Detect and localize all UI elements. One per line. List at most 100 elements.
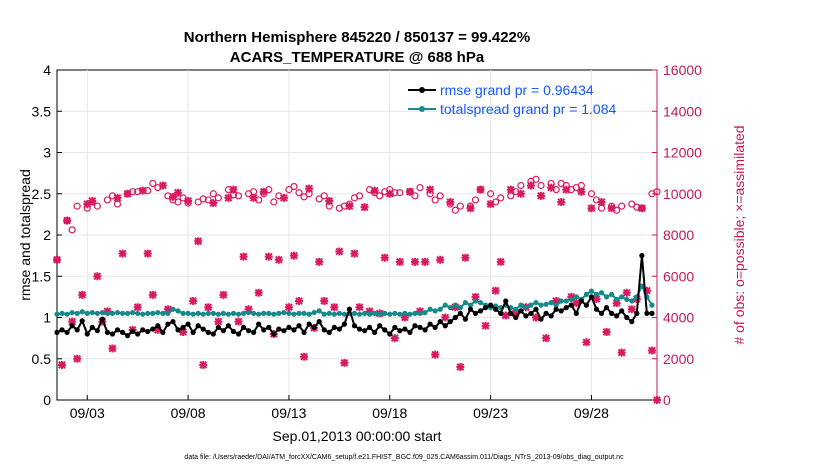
obs-assimilated-marker bbox=[355, 303, 364, 312]
obs-assimilated-point bbox=[617, 348, 626, 357]
obs-assimilated-marker bbox=[506, 185, 515, 194]
grid-lines bbox=[57, 70, 657, 400]
legend-spread-marker bbox=[419, 106, 425, 112]
obs-assimilated-marker bbox=[456, 363, 465, 371]
totalspread-point bbox=[513, 306, 519, 312]
right-axis-ticks: 0 2000 4000 6000 8000 10000 12000 14000 16000 bbox=[652, 62, 702, 408]
obs-assimilated-point bbox=[552, 297, 561, 305]
rmse-point bbox=[462, 316, 469, 322]
legend: rmse grand pr = 0.96434 totalspread gran… bbox=[408, 82, 617, 117]
obs-assimilated-marker bbox=[199, 360, 208, 369]
totalspread-point bbox=[528, 302, 534, 308]
obs-assimilated-marker bbox=[642, 286, 651, 295]
obs-assimilated-marker bbox=[239, 252, 248, 261]
obs-assimilated-point bbox=[224, 193, 233, 202]
totalspread-point bbox=[472, 298, 479, 304]
obs-possible-point bbox=[199, 195, 207, 203]
totalspread-point bbox=[145, 310, 151, 316]
obs-assimilated-point bbox=[395, 257, 404, 266]
obs-assimilated-marker bbox=[93, 272, 102, 281]
totalspread-point bbox=[311, 309, 317, 316]
totalspread-point bbox=[538, 302, 544, 308]
rmse-point bbox=[629, 319, 635, 325]
obs-assimilated-point bbox=[612, 299, 621, 308]
totalspread-point bbox=[291, 311, 297, 317]
totalspread-point bbox=[629, 298, 635, 304]
rmse-point bbox=[624, 314, 630, 321]
obs-assimilated-point bbox=[400, 313, 409, 322]
totalspread-point bbox=[336, 310, 342, 316]
totalspread-point bbox=[427, 306, 433, 312]
obs-assimilated-marker bbox=[194, 237, 203, 246]
obs-assimilated-point bbox=[622, 288, 631, 297]
obs-possible-point bbox=[93, 202, 101, 210]
obs-assimilated-marker bbox=[526, 181, 535, 190]
obs-assimilated-point bbox=[289, 251, 298, 260]
rmse-point bbox=[296, 323, 302, 329]
obs-assimilated-point bbox=[209, 199, 218, 208]
obs-assimilated-marker bbox=[113, 193, 122, 202]
obs-assimilated-point bbox=[138, 186, 147, 195]
totalspread-point bbox=[609, 291, 615, 297]
obs-assimilated-point bbox=[501, 311, 510, 320]
obs-assimilated-marker bbox=[274, 255, 283, 264]
obs-possible-point bbox=[411, 192, 419, 200]
obs-assimilated-marker bbox=[133, 303, 142, 312]
right-tick-label: 4000 bbox=[663, 310, 694, 326]
obs-assimilated-marker bbox=[320, 297, 329, 305]
totalspread-point bbox=[185, 310, 191, 316]
totalspread-point bbox=[518, 302, 524, 308]
totalspread-point bbox=[69, 309, 75, 316]
obs-assimilated-marker bbox=[395, 257, 404, 266]
rmse-point bbox=[130, 328, 136, 335]
rmse-point bbox=[639, 253, 645, 259]
obs-possible-point bbox=[532, 175, 540, 183]
totalspread-point bbox=[316, 308, 322, 314]
obs-assimilated-marker bbox=[244, 305, 253, 314]
obs-assimilated-marker bbox=[295, 297, 304, 305]
totalspread-point bbox=[220, 310, 226, 316]
obs-assimilated-marker bbox=[426, 185, 435, 194]
obs-assimilated-marker bbox=[300, 352, 309, 361]
obs-assimilated-point bbox=[405, 187, 414, 196]
obs-assimilated-point bbox=[254, 288, 263, 297]
totalspread-point bbox=[301, 310, 307, 316]
rmse-point bbox=[377, 323, 383, 329]
rmse-point bbox=[245, 328, 252, 334]
obs-possible-point bbox=[451, 206, 459, 214]
obs-assimilated-marker bbox=[209, 199, 218, 208]
totalspread-point bbox=[639, 283, 645, 289]
rmse-point bbox=[281, 328, 287, 334]
obs-assimilated-point bbox=[426, 185, 435, 194]
obs-assimilated-point bbox=[83, 200, 92, 209]
totalspread-point bbox=[165, 310, 171, 316]
obs-assimilated-point bbox=[330, 303, 339, 312]
totalspread-point bbox=[331, 311, 337, 317]
obs-possible-point bbox=[295, 189, 303, 197]
totalspread-point bbox=[170, 306, 176, 312]
obs-assimilated-marker bbox=[461, 253, 470, 262]
obs-assimilated-marker bbox=[58, 360, 67, 369]
rmse-point bbox=[634, 310, 640, 316]
obs-possible-point bbox=[285, 186, 293, 194]
obs-assimilated-marker bbox=[491, 286, 500, 295]
rmse-point bbox=[109, 331, 116, 337]
obs-assimilated-point bbox=[234, 317, 243, 326]
totalspread-point bbox=[225, 311, 232, 317]
obs-assimilated-point bbox=[431, 350, 440, 359]
rmse-point bbox=[477, 308, 484, 314]
obs-assimilated-point bbox=[320, 297, 329, 305]
obs-assimilated-point bbox=[325, 196, 334, 205]
obs-assimilated-point bbox=[300, 352, 309, 361]
rmse-point bbox=[523, 313, 529, 319]
rmse-point bbox=[397, 328, 403, 334]
right-tick-label: 6000 bbox=[663, 268, 694, 284]
totalspread-point bbox=[190, 311, 196, 317]
totalspread-point bbox=[99, 309, 105, 316]
totalspread-point bbox=[54, 311, 60, 317]
totalspread-point bbox=[361, 310, 368, 316]
rmse-point bbox=[210, 331, 216, 337]
rmse-point bbox=[54, 329, 60, 335]
totalspread-point bbox=[382, 310, 388, 316]
obs-assimilated-marker bbox=[249, 193, 258, 202]
